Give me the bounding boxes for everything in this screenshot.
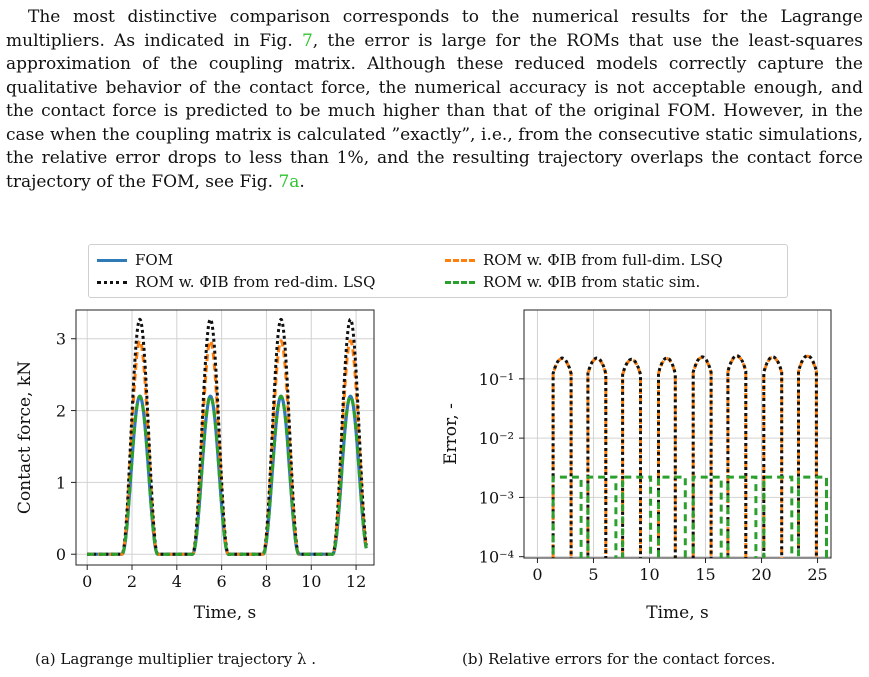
x-axis-label: Time, s xyxy=(646,603,709,623)
series-line-rom-full xyxy=(86,339,368,556)
legend-swatch-rom-static xyxy=(445,280,475,284)
x-tick-label: 8 xyxy=(261,572,271,591)
series-line-rom-red xyxy=(551,354,818,558)
y-tick-label: 2 xyxy=(56,402,66,421)
legend-label-rom-full: ROM w. ΦIB from full-dim. LSQ xyxy=(483,251,723,269)
relative-error-chart: 0 5 10 15 20 25 10⁻⁴ 10⁻³ 10⁻² 10⁻¹ Time, s Error, … xyxy=(441,309,832,623)
legend-label-fom: FOM xyxy=(135,251,174,269)
plot-frame xyxy=(75,309,375,566)
x-tick-label: 10 xyxy=(301,572,321,591)
body-paragraph: The most distinctive comparison correspo… xyxy=(6,6,863,194)
y-tick-label: 1 xyxy=(56,473,66,492)
legend-entry-rom-full: ROM w. ΦIB from full-dim. LSQ xyxy=(445,251,723,269)
x-axis-label: Time, s xyxy=(194,603,257,623)
legend-entry-rom-static: ROM w. ΦIB from static sim. xyxy=(445,273,700,291)
caption-a: (a) Lagrange multiplier trajectory λ . xyxy=(35,650,317,668)
x-tick-label: 10 xyxy=(639,565,659,584)
x-tick-label: 15 xyxy=(695,565,715,584)
legend-swatch-fom xyxy=(97,258,127,262)
legend-entry-rom-red: ROM w. ΦIB from red-dim. LSQ xyxy=(97,273,375,291)
y-tick-label: 10⁻¹ xyxy=(479,370,514,389)
legend-entry-fom: FOM xyxy=(97,251,173,269)
x-tick-label: 0 xyxy=(532,565,542,584)
legend-label-rom-red: ROM w. ΦIB from red-dim. LSQ xyxy=(135,273,376,291)
x-tick-label: 5 xyxy=(588,565,598,584)
chart-legend: FOM ROM w. ΦIB from full-dim. LSQ ROM w.… xyxy=(88,244,788,298)
paragraph-end: . xyxy=(299,171,305,192)
legend-swatch-rom-red xyxy=(97,280,127,284)
y-tick-label: 10⁻⁴ xyxy=(479,548,514,567)
y-axis-label: Error, - xyxy=(441,403,461,465)
legend-label-rom-static: ROM w. ΦIB from static sim. xyxy=(483,273,701,291)
x-tick-label: 6 xyxy=(217,572,227,591)
x-tick-label: 4 xyxy=(172,572,182,591)
y-tick-label: 3 xyxy=(56,330,66,349)
caption-b: (b) Relative errors for the contact forc… xyxy=(462,650,776,668)
y-tick-label: 10⁻³ xyxy=(479,488,514,507)
x-tick-label: 25 xyxy=(807,565,827,584)
x-tick-label: 2 xyxy=(127,572,137,591)
figure-ref-link[interactable]: 7 xyxy=(301,30,313,51)
series-line-rom-static xyxy=(86,394,368,556)
error-series-group xyxy=(551,354,828,558)
paragraph-text-2: , the error is large for the ROMs that u… xyxy=(6,30,863,192)
x-tick-label: 12 xyxy=(346,572,366,591)
x-tick-label: 0 xyxy=(82,572,92,591)
y-axis-label: Contact force, kN xyxy=(15,361,35,514)
plot-frame xyxy=(523,309,832,559)
paragraph-text-1: The most distinctive comparison correspo… xyxy=(6,7,863,51)
figure-ref-link-7a[interactable]: 7a xyxy=(278,171,300,192)
y-tick-label: 10⁻² xyxy=(479,429,514,448)
legend-swatch-rom-full xyxy=(445,258,475,262)
series-line-rom-full xyxy=(551,354,818,558)
x-tick-label: 20 xyxy=(751,565,771,584)
series-line-rom-static xyxy=(551,475,828,558)
y-tick-label: 0 xyxy=(56,545,66,564)
